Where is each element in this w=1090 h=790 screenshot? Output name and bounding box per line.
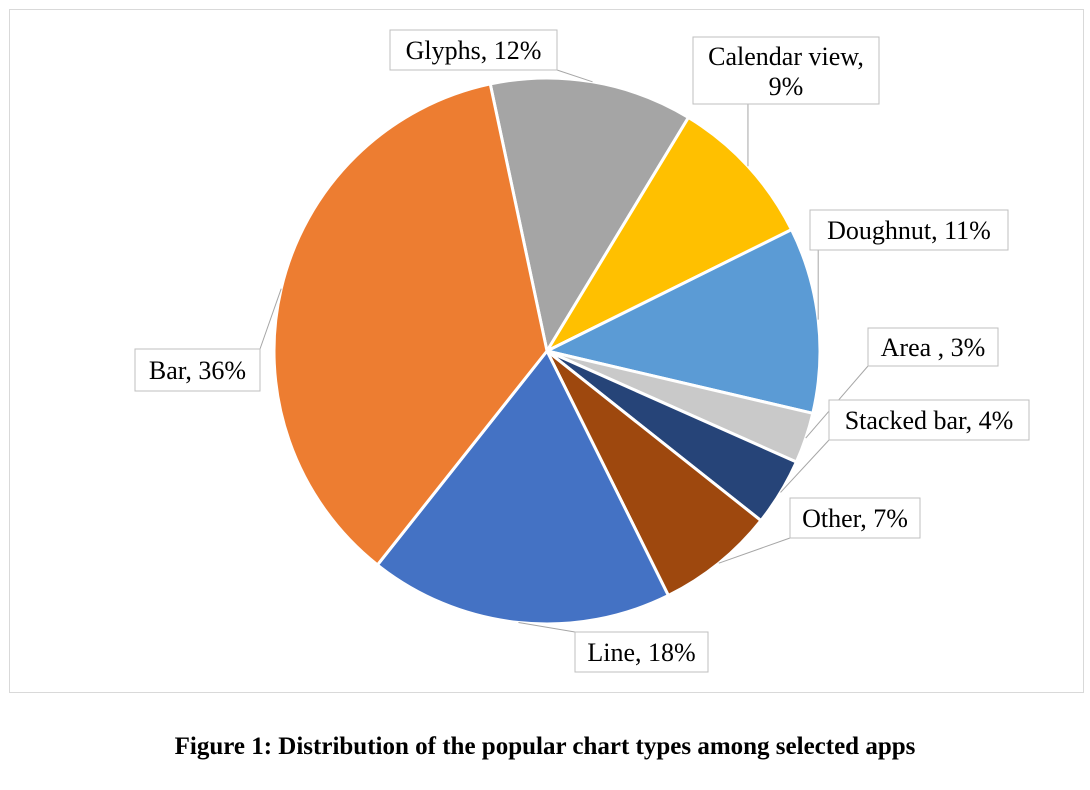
data-label-other: Other, 7% bbox=[802, 504, 908, 533]
pie-slice-doughnut bbox=[545, 228, 822, 415]
data-label-box bbox=[828, 399, 1030, 441]
data-label-box bbox=[574, 631, 709, 673]
data-label-stacked-bar: Stacked bar, 4% bbox=[845, 406, 1014, 435]
data-label-glyphs: Glyphs, 12% bbox=[406, 36, 542, 65]
data-label-box bbox=[692, 36, 880, 105]
data-label-line: Line, 18% bbox=[587, 638, 695, 667]
pie-slice-bar bbox=[272, 82, 549, 567]
leader-line bbox=[259, 288, 282, 350]
data-label-box bbox=[789, 497, 921, 539]
pie-slice-other bbox=[545, 349, 763, 598]
pie-slice-glyphs bbox=[488, 76, 690, 353]
data-label-box bbox=[867, 327, 999, 367]
data-label-box bbox=[134, 348, 261, 392]
data-label-doughnut: Doughnut, 11% bbox=[827, 216, 991, 245]
data-label-bar: Bar, 36% bbox=[149, 356, 246, 385]
data-label-calendar-view: Calendar view, 9% bbox=[708, 42, 864, 101]
figure-caption: Figure 1: Distribution of the popular ch… bbox=[174, 733, 916, 760]
leader-line bbox=[780, 439, 830, 493]
pie-slices bbox=[272, 76, 822, 626]
pie-chart: Glyphs, 12% Calendar view, 9% Doughnut, 11%… bbox=[134, 29, 1030, 673]
pie-slice-line bbox=[375, 349, 670, 626]
data-label-area: Area , 3% bbox=[881, 333, 986, 362]
data-label-box bbox=[389, 29, 558, 71]
leader-line bbox=[718, 537, 791, 564]
leader-line bbox=[518, 622, 576, 633]
leader-line bbox=[556, 69, 593, 83]
data-label-box bbox=[809, 209, 1009, 251]
pie-slice-calendar-view bbox=[545, 115, 794, 353]
data-labels: Glyphs, 12% Calendar view, 9% Doughnut, 11%… bbox=[134, 29, 1030, 673]
